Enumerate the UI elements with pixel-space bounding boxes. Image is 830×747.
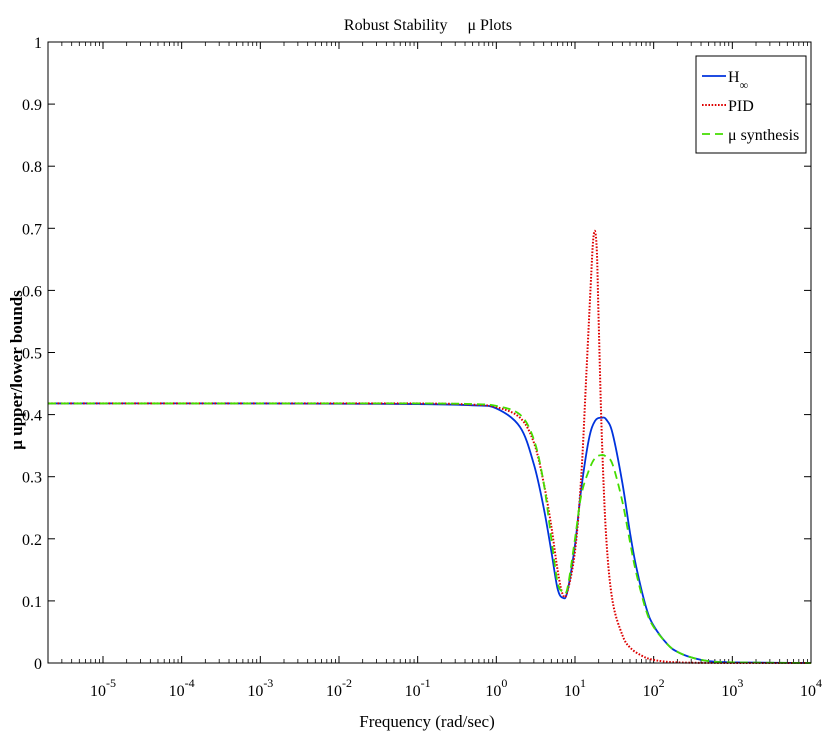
series-line-2 xyxy=(47,402,812,664)
y-tick-label: 0.4 xyxy=(22,408,42,425)
y-tick-label: 0.2 xyxy=(22,532,42,549)
legend-label-2: μ synthesis xyxy=(728,127,799,144)
legend-label-0: H∞ xyxy=(728,69,748,92)
x-tick-label: 10-1 xyxy=(405,676,431,700)
y-tick-label: 0.9 xyxy=(22,97,42,114)
y-tick-label: 0.7 xyxy=(22,221,42,238)
x-tick-label: 10-4 xyxy=(169,676,195,700)
x-tick-label: 101 xyxy=(564,676,586,700)
x-tick-label: 10-5 xyxy=(90,676,116,700)
series-lines xyxy=(47,229,812,665)
y-tick-label: 0.8 xyxy=(22,159,42,176)
y-tick-label: 0 xyxy=(34,656,42,673)
legend: H∞ PID μ synthesis xyxy=(695,55,807,154)
x-tick-label: 103 xyxy=(721,676,743,700)
x-tick-label: 104 xyxy=(800,676,822,700)
series-line-1 xyxy=(47,229,812,665)
y-axis-label: μ upper/lower bounds xyxy=(7,290,26,450)
y-tick-label: 0.6 xyxy=(22,283,42,300)
axis-ticks: 0 0.1 0.2 0.3 0.4 0.5 0.6 0.7 0.8 0.9 1 10-5 10-4 10-… xyxy=(22,35,822,700)
chart-title: Robust Stability μ Plots xyxy=(344,17,512,34)
legend-box xyxy=(695,55,807,154)
x-tick-label: 10-3 xyxy=(247,676,273,700)
plot-area-frame xyxy=(47,41,812,664)
x-tick-label: 102 xyxy=(643,676,665,700)
y-tick-label: 1 xyxy=(34,35,42,52)
y-tick-label: 0.1 xyxy=(22,594,42,611)
x-tick-label: 100 xyxy=(485,676,507,700)
y-tick-label: 0.5 xyxy=(22,346,42,363)
x-tick-label: 10-2 xyxy=(326,676,352,700)
legend-label-1: PID xyxy=(728,98,754,115)
series-line-0 xyxy=(47,402,812,664)
x-axis-label: Frequency (rad/sec) xyxy=(359,712,494,731)
y-tick-label: 0.3 xyxy=(22,470,42,487)
